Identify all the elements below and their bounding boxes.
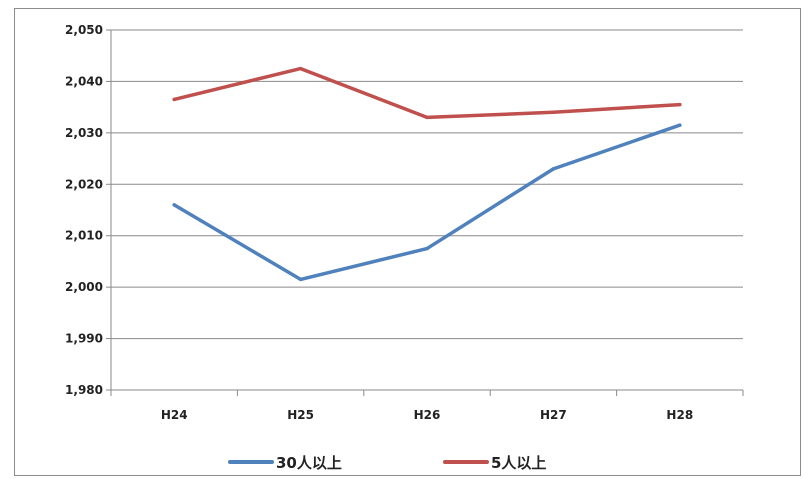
y-tick-label: 2,020 — [65, 177, 103, 191]
y-tick-label: 2,040 — [65, 74, 103, 88]
y-tick-label: 1,980 — [65, 383, 103, 397]
legend-label: 30人以上 — [276, 454, 342, 472]
data-point — [172, 203, 176, 207]
y-tick-label: 2,010 — [65, 229, 103, 243]
y-tick-label: 1,990 — [65, 332, 103, 346]
data-point — [172, 97, 176, 102]
grid-lines — [111, 29, 743, 340]
y-tick-label: 2,050 — [65, 23, 103, 37]
data-point — [298, 66, 303, 71]
y-tick-label: 2,000 — [65, 280, 103, 294]
data-point — [678, 123, 682, 127]
x-tick-label: H28 — [666, 408, 693, 422]
x-tick-label: H24 — [161, 408, 188, 422]
x-axis-tick-labels: H24 H25 H26 H27 H28 — [161, 408, 693, 422]
data-point — [425, 115, 429, 120]
data-point — [678, 102, 682, 107]
chart-frame — [14, 8, 801, 476]
data-point — [551, 167, 556, 171]
y-tick-label: 2,030 — [65, 126, 103, 140]
x-tick-label: H25 — [287, 408, 314, 422]
data-point — [551, 110, 556, 115]
data-point — [425, 246, 429, 251]
series-line-2 — [172, 66, 682, 120]
x-tick-label: H27 — [540, 408, 567, 422]
y-axis-tick-labels: 1,980 1,990 2,000 2,010 2,020 2,030 2,040 2,050 — [65, 23, 103, 397]
series-lines — [172, 66, 682, 282]
legend: 30人以上 5人以上 — [228, 454, 546, 472]
data-point — [298, 277, 303, 282]
legend-label: 5人以上 — [491, 454, 546, 472]
series-line-1 — [172, 123, 682, 282]
axes — [106, 29, 744, 396]
x-tick-label: H26 — [414, 408, 441, 422]
